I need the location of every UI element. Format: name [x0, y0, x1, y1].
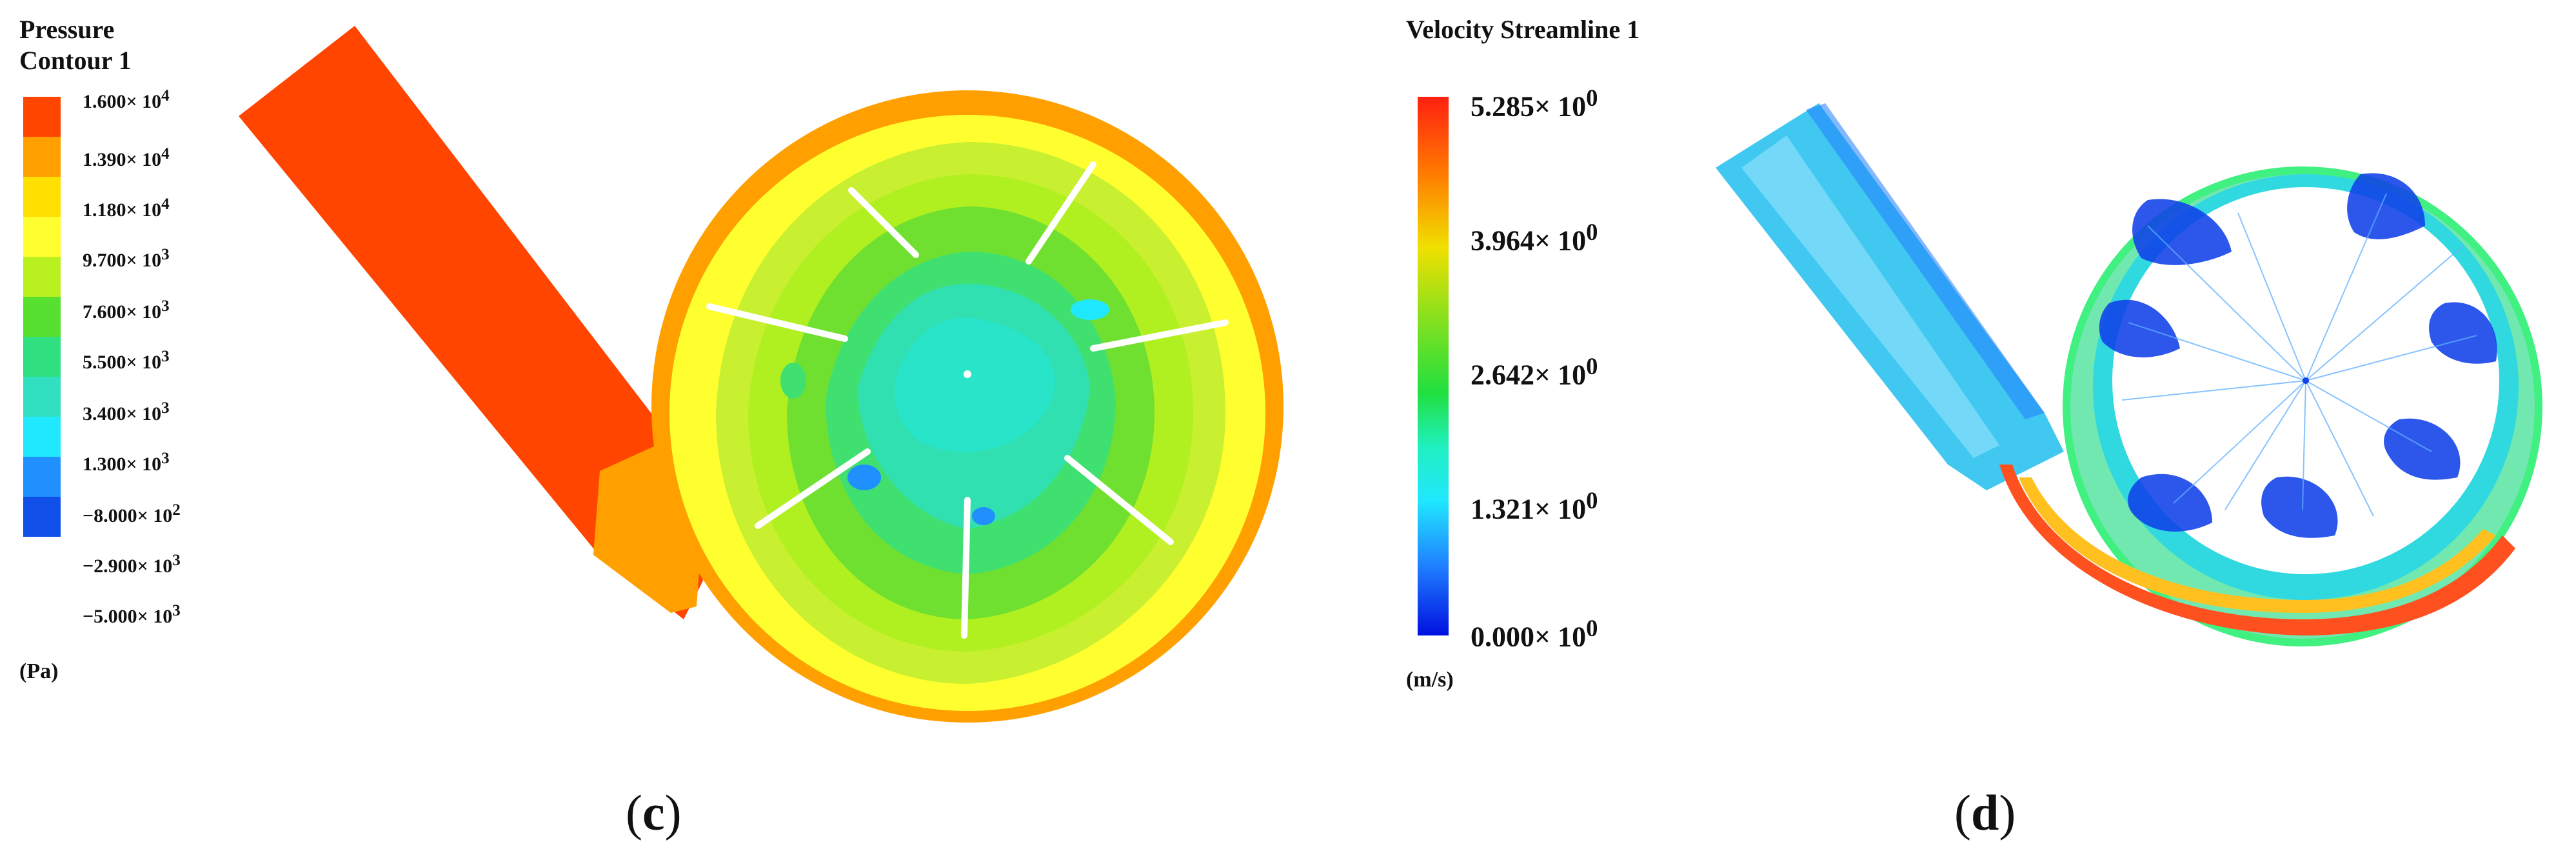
- vortex: [2132, 199, 2232, 265]
- streamline: [2305, 193, 2387, 381]
- streamline: [2147, 225, 2306, 381]
- streamline: [2305, 380, 2374, 517]
- pressure-unit: (Pa): [19, 659, 59, 683]
- velocity-legend-label: 5.285× 100: [1471, 85, 1598, 123]
- vortex: [2429, 302, 2497, 364]
- pressure-legend-label: 1.300× 103: [83, 450, 170, 475]
- low-pressure-spot: [780, 363, 806, 399]
- pressure-title-line1: Pressure: [19, 15, 115, 44]
- legend-swatch: [23, 377, 61, 417]
- vortex-regions: [2099, 173, 2497, 538]
- streamline: [2128, 322, 2306, 381]
- pressure-legend-label: 3.400× 103: [83, 399, 170, 425]
- legend-swatch: [23, 97, 61, 137]
- blade: [1064, 455, 1174, 545]
- streamline: [2305, 380, 2432, 452]
- streamline: [2305, 245, 2464, 381]
- legend-swatch: [23, 337, 61, 377]
- streamline: [2121, 380, 2306, 401]
- blade: [961, 497, 971, 639]
- velocity-legend-label: 1.321× 100: [1471, 487, 1598, 525]
- low-pressure-zone: [894, 317, 1055, 452]
- pressure-title-line2: Contour 1: [19, 46, 132, 75]
- vortex: [2099, 299, 2180, 357]
- pressure-legend-label: 1.390× 104: [83, 145, 170, 170]
- impeller-hub-d: [2303, 377, 2309, 384]
- pressure-legend: [23, 97, 61, 537]
- legend-swatch: [23, 297, 61, 337]
- blade: [848, 187, 919, 258]
- pressure-legend-label: −8.000× 102: [83, 501, 181, 526]
- velocity-legend-label: 2.642× 100: [1471, 353, 1598, 391]
- vortex: [2347, 173, 2425, 239]
- impeller-blades: [706, 161, 1229, 639]
- pressure-legend-label: 1.600× 104: [83, 87, 170, 112]
- pressure-legend-label: 1.180× 104: [83, 195, 170, 221]
- impeller-hub: [964, 370, 971, 378]
- vortex: [2384, 418, 2461, 480]
- inlet-duct-highlight: [1741, 135, 1999, 458]
- caption-d: (d): [1954, 785, 2016, 841]
- pressure-legend-label: 9.700× 103: [83, 246, 170, 271]
- streamline: [2224, 380, 2306, 510]
- high-velocity-band: [1999, 465, 2515, 635]
- streamline: [2237, 212, 2306, 381]
- vortex: [2261, 476, 2338, 538]
- pressure-legend-label: −2.900× 103: [83, 552, 181, 577]
- legend-swatch: [23, 457, 61, 497]
- pump-d: [1716, 103, 2542, 646]
- legend-swatch: [23, 497, 61, 537]
- inlet-duct-edge: [1806, 103, 2045, 419]
- blade: [1090, 319, 1229, 352]
- legend-swatch: [23, 217, 61, 257]
- pressure-title: Pressure Contour 1: [19, 14, 132, 76]
- legend-swatch: [23, 137, 61, 177]
- velocity-colorbar: [1418, 97, 1449, 635]
- low-pressure-spot: [972, 507, 995, 525]
- blade: [755, 448, 871, 529]
- velocity-legend-label: 3.964× 100: [1471, 219, 1598, 257]
- pressure-legend-label: −5.000× 103: [83, 602, 181, 627]
- blade: [1025, 161, 1096, 265]
- streamline: [2173, 380, 2306, 504]
- streamlines: [2121, 193, 2477, 517]
- caption-c: (c): [626, 785, 682, 841]
- pump-c: [239, 26, 1283, 723]
- inlet-duct: [239, 26, 703, 619]
- blade: [706, 303, 848, 342]
- vortex: [2128, 474, 2212, 532]
- pressure-legend-label: 5.500× 103: [83, 348, 170, 373]
- low-pressure-spot: [847, 465, 881, 490]
- pressure-legend-label: 7.600× 103: [83, 297, 170, 323]
- low-pressure-spot: [1071, 299, 1109, 320]
- velocity-title: Velocity Streamline 1: [1406, 15, 1640, 44]
- legend-swatch: [23, 177, 61, 217]
- high-velocity-band: [2019, 477, 2496, 613]
- legend-swatch: [23, 417, 61, 457]
- streamline: [2305, 335, 2477, 381]
- velocity-legend-label: 0.000× 100: [1471, 615, 1598, 653]
- velocity-unit: (m/s): [1406, 668, 1454, 692]
- streamline: [2302, 380, 2306, 510]
- legend-swatch: [23, 257, 61, 297]
